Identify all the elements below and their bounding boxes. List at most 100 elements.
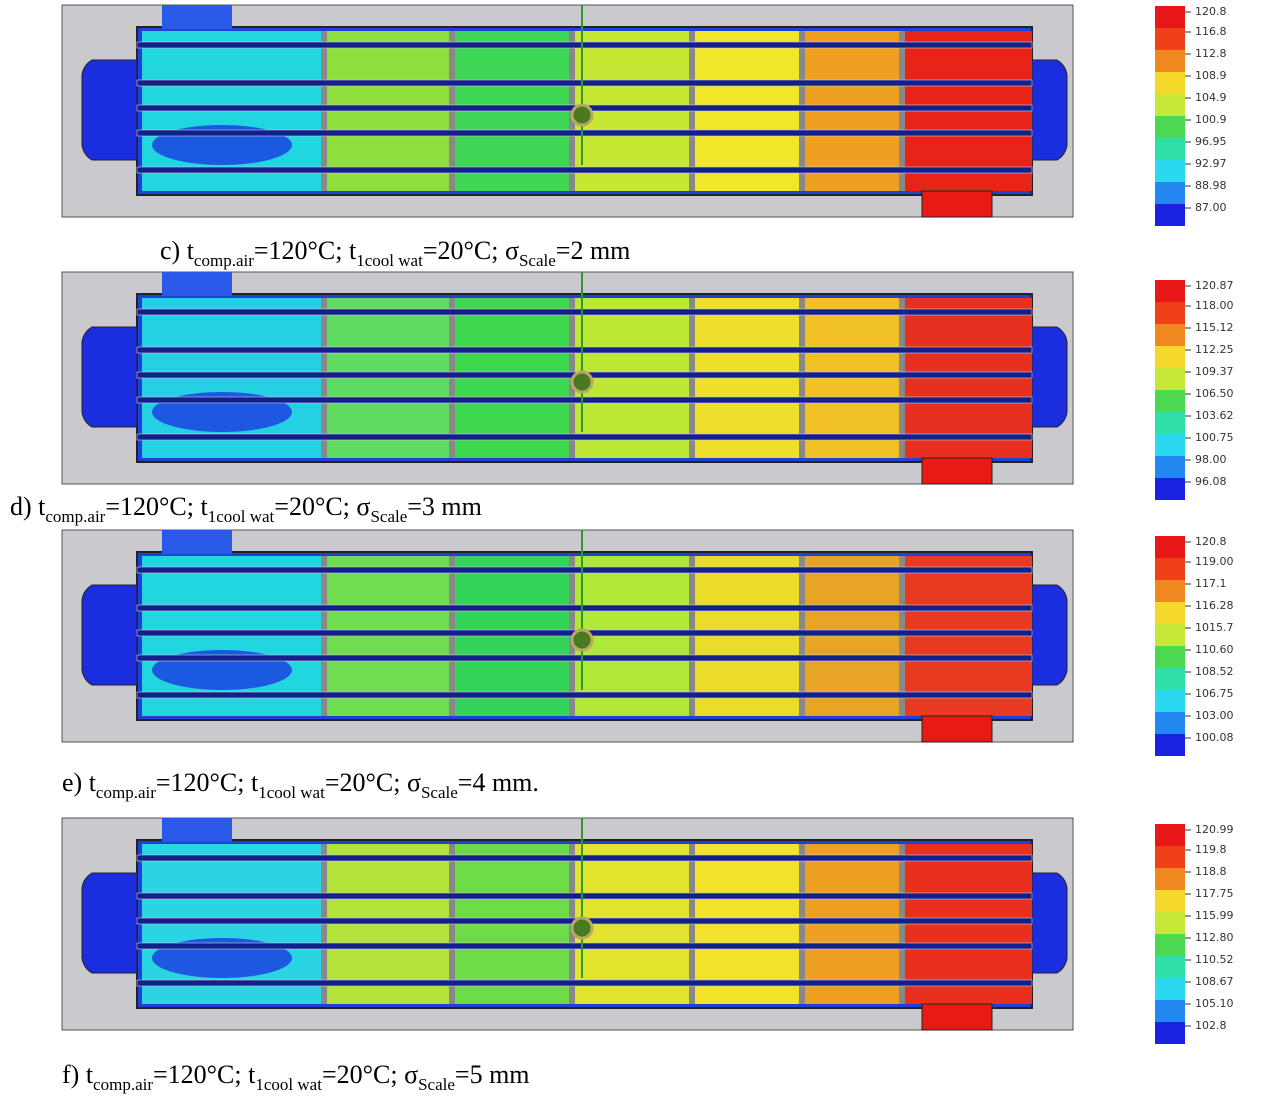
caption-text: =2 mm xyxy=(556,236,631,265)
outlet-nozzle xyxy=(922,1004,992,1030)
legend-band xyxy=(1155,434,1185,456)
right-cap xyxy=(1032,585,1067,685)
caption-subscript: comp.air xyxy=(93,1075,153,1094)
legend-band xyxy=(1155,580,1185,602)
legend-band xyxy=(1155,558,1185,580)
right-cap xyxy=(1032,873,1067,973)
legend-band xyxy=(1155,668,1185,690)
tube xyxy=(137,80,1032,86)
legend-band xyxy=(1155,934,1185,956)
legend-label: 119.8 xyxy=(1195,843,1227,856)
tube xyxy=(137,434,1032,440)
legend-label: 110.60 xyxy=(1195,643,1234,656)
legend-band xyxy=(1155,690,1185,712)
caption-subscript: 1cool wat xyxy=(258,783,325,802)
legend-label: 115.12 xyxy=(1195,321,1234,334)
legend-label: 117.75 xyxy=(1195,887,1234,900)
caption: c) tcomp.air=120°C; t1cool wat=20°C; σSc… xyxy=(160,236,630,271)
tube xyxy=(137,605,1032,611)
legend-label: 120.8 xyxy=(1195,535,1227,548)
tube xyxy=(137,655,1032,661)
caption-subscript: comp.air xyxy=(96,783,156,802)
legend-label: 100.08 xyxy=(1195,731,1234,744)
caption-text: =20°C; σ xyxy=(423,236,519,265)
caption-text: =20°C; σ xyxy=(322,1060,418,1089)
tube xyxy=(137,980,1032,986)
legend-band xyxy=(1155,6,1185,28)
legend-band xyxy=(1155,390,1185,412)
right-cap xyxy=(1032,327,1067,427)
legend-label: 119.00 xyxy=(1195,555,1234,568)
left-cap xyxy=(82,585,137,685)
tube xyxy=(137,397,1032,403)
legend-label: 112.8 xyxy=(1195,47,1227,60)
legend-label: 100.9 xyxy=(1195,113,1227,126)
color-legend: 120.87118.00115.12112.25109.37106.50103.… xyxy=(1155,279,1234,500)
legend-band xyxy=(1155,478,1185,500)
legend-label: 1015.7 xyxy=(1195,621,1234,634)
legend-label: 108.67 xyxy=(1195,975,1234,988)
legend-band xyxy=(1155,846,1185,868)
legend-band xyxy=(1155,978,1185,1000)
legend-band xyxy=(1155,602,1185,624)
caption-subscript: 1cool wat xyxy=(255,1075,322,1094)
right-cap xyxy=(1032,60,1067,160)
color-legend: 120.8119.00117.1116.281015.7110.60108.52… xyxy=(1155,535,1234,756)
caption: d) tcomp.air=120°C; t1cool wat=20°C; σSc… xyxy=(10,492,482,527)
outlet-nozzle xyxy=(922,458,992,484)
legend-label: 108.52 xyxy=(1195,665,1234,678)
legend-label: 96.08 xyxy=(1195,475,1227,488)
legend-band xyxy=(1155,368,1185,390)
legend-band xyxy=(1155,646,1185,668)
legend-band xyxy=(1155,890,1185,912)
legend-band xyxy=(1155,624,1185,646)
legend-label: 115.99 xyxy=(1195,909,1234,922)
tube xyxy=(137,943,1032,949)
legend-label: 87.00 xyxy=(1195,201,1227,214)
figure: 120.8116.8112.8108.9104.9100.996.9592.97… xyxy=(0,0,1262,1106)
color-legend: 120.8116.8112.8108.9104.9100.996.9592.97… xyxy=(1155,5,1227,226)
caption-text: =3 mm xyxy=(407,492,482,521)
caption: f) tcomp.air=120°C; t1cool wat=20°C; σSc… xyxy=(62,1060,530,1095)
legend-label: 120.87 xyxy=(1195,279,1234,292)
legend-label: 108.9 xyxy=(1195,69,1227,82)
legend-band xyxy=(1155,182,1185,204)
tube xyxy=(137,567,1032,573)
legend-label: 112.80 xyxy=(1195,931,1234,944)
inlet-nozzle xyxy=(162,5,232,29)
legend-label: 102.8 xyxy=(1195,1019,1227,1032)
heat-exchanger-image xyxy=(62,818,1073,1030)
caption-text: =120°C; t xyxy=(105,492,207,521)
tube xyxy=(137,309,1032,315)
legend-label: 120.8 xyxy=(1195,5,1227,18)
legend-label: 112.25 xyxy=(1195,343,1234,356)
flow-marker xyxy=(572,918,592,938)
legend-label: 92.97 xyxy=(1195,157,1227,170)
left-cap xyxy=(82,60,137,160)
caption-subscript: 1cool wat xyxy=(208,507,275,526)
inlet-nozzle xyxy=(162,272,232,296)
legend-label: 116.8 xyxy=(1195,25,1227,38)
caption-subscript: 1cool wat xyxy=(356,251,423,270)
legend-label: 106.50 xyxy=(1195,387,1234,400)
legend-label: 96.95 xyxy=(1195,135,1227,148)
inlet-nozzle xyxy=(162,818,232,842)
inlet-nozzle xyxy=(162,530,232,554)
caption-text: =5 mm xyxy=(455,1060,530,1089)
caption: e) tcomp.air=120°C; t1cool wat=20°C; σSc… xyxy=(62,768,539,803)
legend-band xyxy=(1155,912,1185,934)
outlet-nozzle xyxy=(922,191,992,217)
legend-label: 105.10 xyxy=(1195,997,1234,1010)
caption-subscript: Scale xyxy=(418,1075,455,1094)
flow-marker xyxy=(572,372,592,392)
legend-label: 109.37 xyxy=(1195,365,1234,378)
tube xyxy=(137,893,1032,899)
caption-text: =120°C; t xyxy=(254,236,356,265)
legend-label: 120.99 xyxy=(1195,823,1234,836)
caption-text: f) t xyxy=(62,1060,93,1089)
legend-band xyxy=(1155,868,1185,890)
legend-band xyxy=(1155,1000,1185,1022)
legend-band xyxy=(1155,280,1185,302)
caption-subscript: Scale xyxy=(370,507,407,526)
caption-text: =120°C; t xyxy=(153,1060,255,1089)
